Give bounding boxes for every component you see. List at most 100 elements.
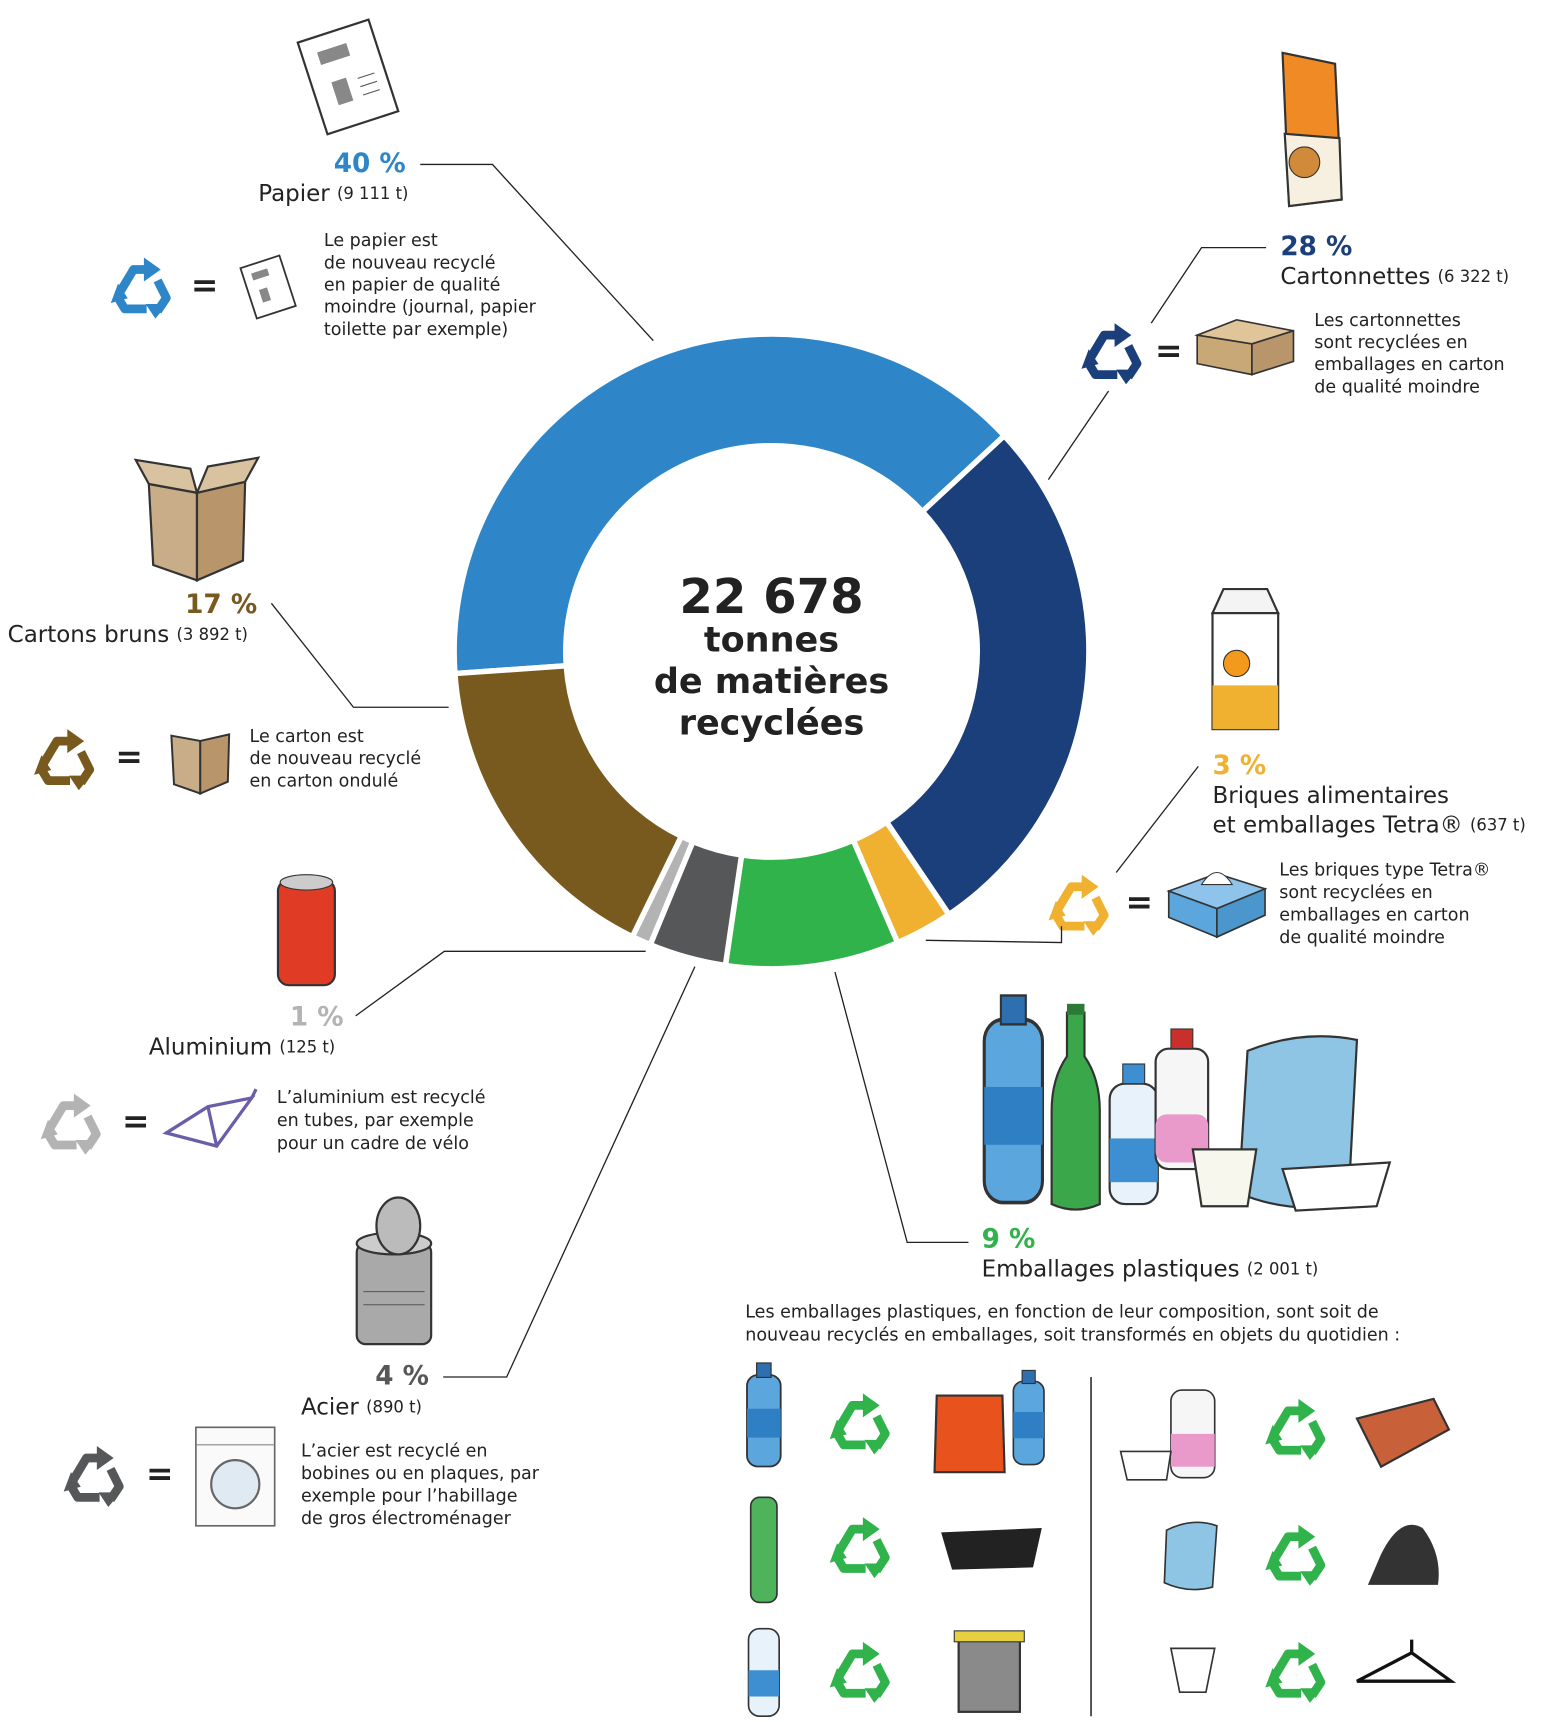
- category-label: Cartons bruns (3 892 t): [8, 622, 248, 648]
- description: Le carton est: [250, 727, 364, 747]
- category-name: Cartons bruns: [8, 622, 170, 648]
- recycle-icon: [35, 730, 90, 789]
- description: Les emballages plastiques, en fonction d…: [745, 1302, 1378, 1322]
- leader-line: [1115, 765, 1199, 873]
- recycle-icon: [112, 259, 167, 318]
- category-name: et emballages Tetra®: [1213, 812, 1463, 838]
- category-label: Acier (890 t): [301, 1394, 422, 1420]
- percent-label: 4 %: [375, 1361, 429, 1391]
- description: L’aluminium est recyclé: [277, 1088, 486, 1108]
- donut-slice: [451, 331, 1009, 677]
- leader-line: [1150, 246, 1267, 324]
- percent-label: 3 %: [1213, 751, 1267, 781]
- description: pour un cadre de vélo: [277, 1134, 469, 1154]
- description: de qualité moindre: [1314, 377, 1480, 397]
- brown-box-icon: [133, 456, 261, 582]
- equals: =: [191, 267, 219, 305]
- description: Les cartonnettes: [1314, 311, 1461, 331]
- plastics-illustration: [982, 993, 1392, 1212]
- percent-label: 9 %: [982, 1225, 1036, 1255]
- description: en papier de qualité: [324, 275, 500, 295]
- center-value: 22 678: [679, 569, 863, 625]
- leader-line: [355, 950, 646, 1017]
- tissue-box-icon: [1166, 871, 1268, 939]
- percent-label: 28 %: [1280, 232, 1352, 262]
- brown-box-icon-small: [170, 733, 231, 795]
- description: sont recyclées en: [1314, 333, 1467, 353]
- recycle-icon: [1049, 876, 1104, 935]
- description: Le papier est: [324, 231, 438, 251]
- donut: [451, 331, 1092, 972]
- leader-line: [270, 602, 449, 708]
- icons: [133, 18, 1457, 1718]
- leader-line: [834, 971, 969, 1244]
- center-line: recyclées: [679, 704, 865, 744]
- description: de qualité moindre: [1279, 928, 1445, 948]
- category-label: Aluminium (125 t): [149, 1034, 335, 1060]
- category-label: Papier (9 111 t): [258, 181, 408, 207]
- equals: =: [115, 738, 143, 776]
- tonnage: (3 892 t): [177, 625, 248, 644]
- percent-label: 17 %: [185, 590, 257, 620]
- center-line: tonnes: [704, 621, 839, 661]
- leader-line: [1047, 390, 1110, 480]
- tonnage: (125 t): [279, 1037, 335, 1056]
- description: de nouveau recyclé: [324, 253, 496, 273]
- equals: =: [146, 1455, 174, 1493]
- equals: =: [1155, 332, 1183, 370]
- category-name: Briques alimentaires: [1213, 782, 1450, 808]
- paper-icon-small: [239, 254, 297, 320]
- recycle-icon: [1082, 324, 1137, 383]
- tonnage: (890 t): [366, 1397, 422, 1416]
- percent-label: 1 %: [290, 1003, 344, 1033]
- juice-carton-icon: [1210, 587, 1280, 731]
- washer-icon: [195, 1426, 276, 1527]
- steel-can-icon: [355, 1196, 433, 1346]
- paper-icon: [296, 18, 400, 136]
- tonnage: (9 111 t): [337, 184, 408, 203]
- bike-frame-icon: [162, 1088, 258, 1148]
- tray-icon: [941, 1527, 1042, 1570]
- leader-line: [443, 966, 696, 1378]
- description: bobines ou en plaques, par: [301, 1464, 540, 1484]
- tonnage: (2 001 t): [1247, 1259, 1318, 1278]
- leader-line: [925, 926, 1063, 944]
- percent-label: 40 %: [334, 149, 406, 179]
- plastics-grid: [746, 1362, 1457, 1718]
- green-recycle-icons: [831, 1394, 1321, 1702]
- donut-slice: [882, 431, 1092, 919]
- equals: =: [122, 1103, 150, 1141]
- category-name: Acier: [301, 1394, 359, 1420]
- description: Les briques type Tetra®: [1279, 860, 1490, 880]
- description: de gros électroménager: [301, 1509, 512, 1529]
- description: emballages en carton: [1279, 905, 1469, 925]
- center-line: de matières: [654, 662, 889, 702]
- description: moindre (journal, papier: [324, 298, 537, 318]
- category-name: Papier: [258, 181, 330, 207]
- description: emballages en carton: [1314, 355, 1504, 375]
- shoebox-icon: [1194, 319, 1295, 376]
- description: en tubes, par exemple: [277, 1111, 474, 1131]
- tonnage: (637 t): [1470, 815, 1526, 834]
- description: de nouveau recyclé: [250, 749, 422, 769]
- donut-slice: [451, 662, 685, 941]
- category-label: et emballages Tetra® (637 t): [1213, 812, 1526, 838]
- recycle-icon: [65, 1447, 120, 1506]
- description: nouveau recyclés en emballages, soit tra…: [745, 1325, 1400, 1345]
- category-label: Emballages plastiques (2 001 t): [982, 1256, 1319, 1282]
- recycle-icon: [42, 1095, 97, 1154]
- description: exemple pour l’habillage: [301, 1486, 518, 1506]
- category-label: Cartonnettes (6 322 t): [1280, 264, 1509, 290]
- category-label: Briques alimentaires: [1213, 782, 1450, 808]
- category-name: Aluminium: [149, 1034, 272, 1060]
- description: sont recyclées en: [1279, 883, 1432, 903]
- tonnage: (6 322 t): [1438, 267, 1509, 286]
- leader-line: [420, 163, 654, 342]
- description: en carton ondulé: [250, 772, 399, 792]
- category-name: Emballages plastiques: [982, 1256, 1240, 1282]
- can-icon: [276, 874, 336, 987]
- category-name: Cartonnettes: [1280, 264, 1430, 290]
- description: toilette par exemple): [324, 320, 508, 340]
- description: L’acier est recyclé en: [301, 1441, 488, 1461]
